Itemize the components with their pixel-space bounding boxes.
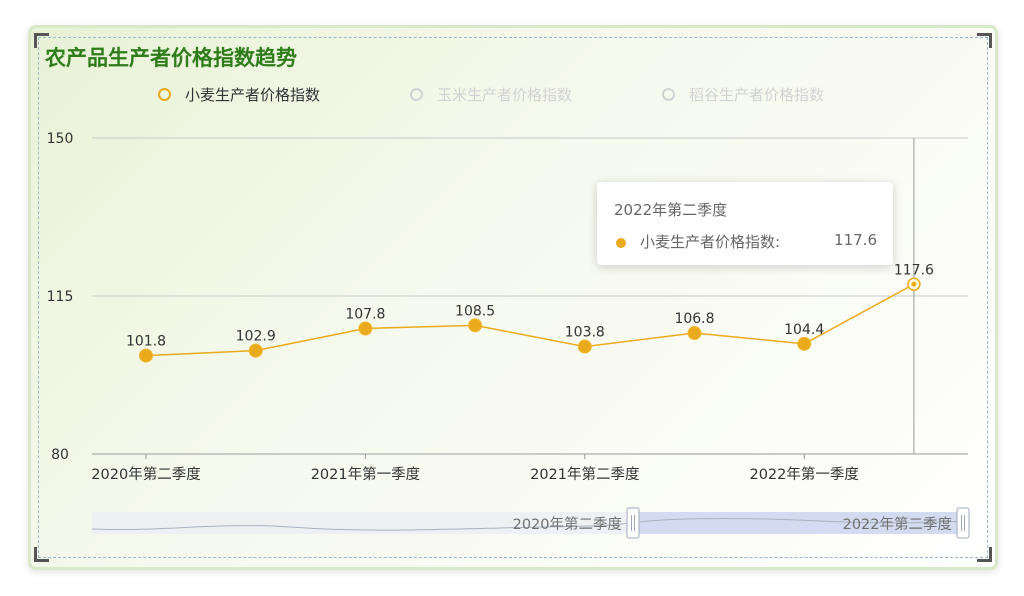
datazoom-handle-start <box>626 507 640 539</box>
data-label: 101.8 <box>126 334 166 350</box>
datazoom-handle-end <box>956 507 970 539</box>
tooltip-title: 2022年第二季度 <box>614 201 728 219</box>
y-tick-label: 150 <box>47 131 74 147</box>
data-point <box>139 348 153 363</box>
datazoom-end-label: 2022年第二季度 <box>843 515 952 533</box>
legend-item-wheat[interactable]: 小麦生产者价格指数 <box>158 84 320 104</box>
chart-panel <box>28 25 998 570</box>
legend-label: 小麦生产者价格指数 <box>185 85 321 104</box>
series-wheat <box>139 277 921 363</box>
datazoom-selected-range <box>633 512 968 534</box>
series-line <box>145 283 915 357</box>
corner-decoration <box>977 547 992 562</box>
data-label: 107.8 <box>345 307 385 323</box>
corner-decoration <box>977 33 992 48</box>
data-point <box>358 321 373 336</box>
grid-lines <box>92 137 968 455</box>
y-tick-label: 80 <box>51 447 69 463</box>
data-label: 102.9 <box>236 329 276 345</box>
x-axis: 2020年第二季度 2021年第一季度 2021年第二季度 2022年第一季度 <box>91 454 859 483</box>
data-point <box>687 326 702 341</box>
x-tick-label: 2021年第一季度 <box>311 465 420 483</box>
legend-circle-icon <box>662 87 675 101</box>
data-labels: 101.8 102.9 107.8 108.5 103.8 106.8 104.4 117.6 <box>126 262 934 349</box>
data-label: 108.5 <box>455 303 495 319</box>
legend-circle-icon <box>158 87 171 101</box>
legend-item-rice[interactable]: 稻谷生产者价格指数 <box>662 84 824 104</box>
x-tick-label: 2022年第一季度 <box>749 465 858 483</box>
y-axis-ticks: 80 115 150 <box>47 131 74 463</box>
datazoom-start-label: 2020年第二季度 <box>513 515 622 533</box>
data-point <box>248 343 263 358</box>
data-point <box>797 336 812 351</box>
data-point <box>468 318 483 333</box>
datazoom-slider: 2020年第二季度 2022年第二季度 <box>91 507 970 539</box>
datazoom-preview-line <box>91 518 969 531</box>
y-tick-label: 115 <box>47 289 74 305</box>
legend-circle-icon <box>410 87 423 101</box>
corner-decoration <box>34 547 49 562</box>
legend-label: 稻谷生产者价格指数 <box>689 85 825 104</box>
data-label: 106.8 <box>674 311 714 327</box>
x-tick-label: 2020年第二季度 <box>91 465 200 483</box>
data-label: 104.4 <box>784 322 824 338</box>
legend-item-corn[interactable]: 玉米生产者价格指数 <box>410 84 572 104</box>
x-tick-label: 2021年第二季度 <box>530 465 639 483</box>
corner-decoration <box>34 33 49 48</box>
panel-inner-border <box>38 37 988 558</box>
data-label: 103.8 <box>565 325 605 341</box>
data-label: 117.6 <box>894 262 934 278</box>
legend-label: 玉米生产者价格指数 <box>437 85 573 104</box>
tooltip: 2022年第二季度 小麦生产者价格指数: 117.6 <box>597 182 893 265</box>
chart-title: 农产品生产者价格指数趋势 <box>45 46 297 70</box>
tooltip-series-dot-icon <box>616 238 626 248</box>
tooltip-series-name: 小麦生产者价格指数: <box>640 233 781 251</box>
tooltip-value: 117.6 <box>834 231 877 249</box>
data-point <box>577 339 592 354</box>
data-point-center <box>911 281 917 287</box>
